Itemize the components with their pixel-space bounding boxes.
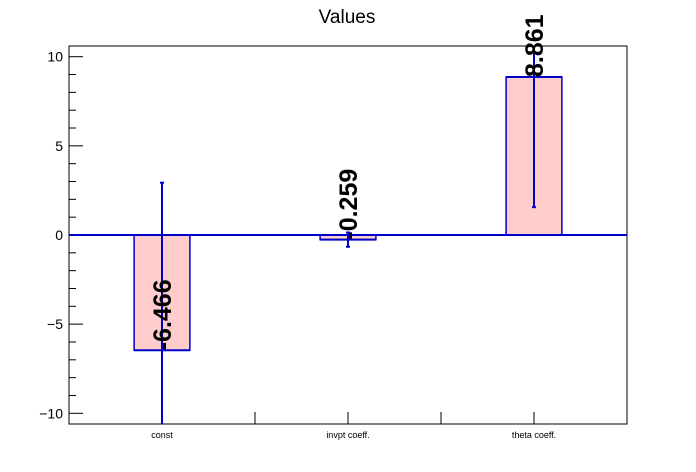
y-tick-label: −5: [47, 316, 63, 332]
x-tick-label: const: [151, 430, 173, 440]
plot-layer: −10 −5 0 5 10 const invpt coeff. theta coeff. -6…: [39, 14, 628, 440]
data-label: -6.466: [149, 279, 177, 350]
y-tick-label: 10: [47, 49, 63, 65]
x-tick-label: invpt coeff.: [326, 430, 369, 440]
y-tick-label: −10: [39, 405, 63, 421]
data-label: -0.259: [335, 169, 363, 240]
x-tick-label: theta coeff.: [512, 430, 556, 440]
chart-title: Values: [319, 7, 376, 28]
y-tick-label: 5: [55, 138, 63, 154]
y-tick-label: 0: [55, 227, 63, 243]
data-label: 8.861: [521, 14, 549, 77]
